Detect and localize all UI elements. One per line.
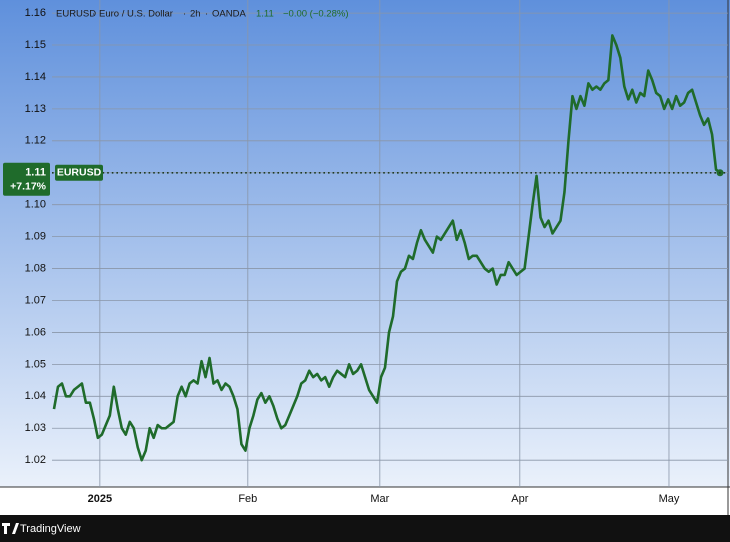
y-tick-label: 1.04 — [25, 390, 46, 402]
x-tick-label: Mar — [370, 493, 389, 505]
x-axis-area — [0, 487, 730, 515]
y-tick-label: 1.08 — [25, 262, 46, 274]
separator: · — [205, 9, 208, 20]
symbol: EURUSD — [56, 9, 96, 20]
legend-tag — [55, 164, 103, 181]
header-change: −0.00 (−0.28%) — [283, 9, 349, 20]
y-tick-label: 1.09 — [25, 231, 46, 243]
exchange: OANDA — [212, 9, 246, 20]
y-tick-label: 1.14 — [25, 71, 46, 83]
x-tick-label: 2025 — [88, 493, 112, 505]
interval: 2h — [190, 9, 201, 20]
brand-name: TradingView — [20, 523, 81, 535]
brand-logo — [2, 523, 19, 534]
description: Euro / U.S. Dollar — [99, 9, 173, 20]
last-price-badge — [3, 162, 50, 196]
x-tick-label: Apr — [511, 493, 528, 505]
footer-bar — [0, 515, 730, 542]
price-line — [52, 34, 721, 462]
y-tick-label: 1.05 — [25, 358, 46, 370]
y-tick-label: 1.10 — [25, 199, 46, 211]
y-tick-label: 1.03 — [25, 422, 46, 434]
separator: · — [92, 9, 95, 20]
y-tick-label: 1.06 — [25, 326, 46, 338]
footer-brand: TradingView — [2, 523, 81, 535]
last-price-label: 1.11 — [25, 167, 46, 179]
header-price: 1.11 — [256, 9, 274, 20]
legend-label: EURUSD — [57, 167, 102, 179]
y-tick-label: 1.16 — [25, 7, 46, 19]
x-tick-label: Feb — [238, 493, 257, 505]
change-label: +7.17% — [10, 181, 47, 193]
separator: · — [183, 9, 186, 20]
x-tick-label: May — [659, 493, 680, 505]
y-tick-label: 1.12 — [25, 135, 46, 147]
y-tick-label: 1.02 — [25, 454, 46, 466]
y-tick-label: 1.13 — [25, 103, 46, 115]
header: EURUSD · Euro / U.S. Dollar · 2h · OANDA… — [56, 9, 349, 20]
y-tick-label: 1.07 — [25, 294, 46, 306]
y-tick-label: 1.15 — [25, 39, 46, 51]
